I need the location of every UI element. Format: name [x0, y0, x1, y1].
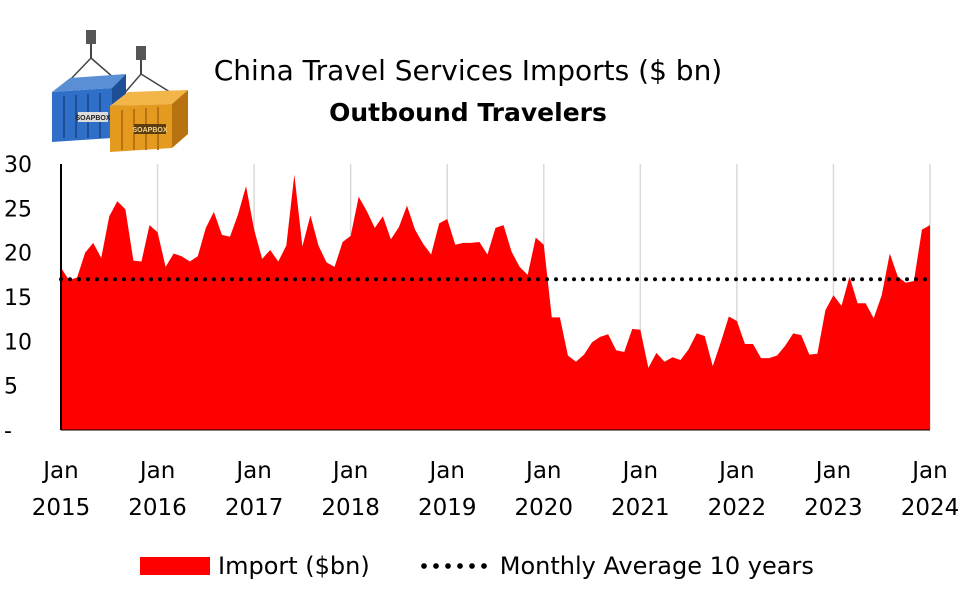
import-area	[61, 174, 930, 430]
legend-swatch-average	[417, 563, 490, 569]
logo-text-orange: SOAPBOX	[132, 127, 167, 134]
x-tick-year-label: 2015	[32, 495, 91, 521]
x-axis-labels: Jan 2015 Jan 2016 Jan 2017 Jan 2018 Jan 2019 Jan 20…	[32, 458, 960, 521]
x-tick-month-label: Jan	[621, 458, 658, 484]
y-tick-label: -	[4, 419, 12, 444]
x-tick-month-label: Jan	[331, 458, 368, 484]
chart-subtitle: Outbound Travelers	[329, 98, 607, 127]
x-tick-month-label: Jan	[427, 458, 464, 484]
x-tick-month-label: Jan	[717, 458, 754, 484]
import-area-series	[61, 174, 930, 430]
legend-item-average: Monthly Average 10 years	[417, 552, 814, 580]
y-tick-label: 15	[4, 286, 32, 311]
legend-label-import: Import ($bn)	[218, 552, 370, 580]
legend-item-import: Import ($bn)	[140, 552, 370, 580]
y-tick-label: 5	[4, 375, 18, 400]
x-tick-month-label: Jan	[41, 458, 78, 484]
x-tick-year-label: 2020	[515, 495, 574, 521]
x-tick-year-label: 2024	[901, 495, 960, 521]
x-tick-year-label: 2021	[611, 495, 670, 521]
legend-swatch-import	[140, 557, 210, 575]
chart-title: China Travel Services Imports ($ bn)	[213, 54, 723, 87]
logo-text-blue: SOAPBOX	[75, 115, 110, 122]
legend-label-average: Monthly Average 10 years	[499, 552, 814, 580]
x-tick-year-label: 2018	[321, 495, 380, 521]
x-tick-year-label: 2017	[225, 495, 284, 521]
axes	[60, 164, 930, 431]
x-tick-month-label: Jan	[910, 458, 947, 484]
x-tick-month-label: Jan	[814, 458, 851, 484]
x-tick-month-label: Jan	[524, 458, 561, 484]
x-tick-year-label: 2019	[418, 495, 477, 521]
y-axis-labels: - 5 10 15 20 25 30	[4, 153, 32, 444]
x-tick-year-label: 2022	[708, 495, 767, 521]
y-tick-label: 25	[4, 197, 32, 222]
y-tick-label: 30	[4, 153, 32, 178]
x-tick-month-label: Jan	[234, 458, 271, 484]
soapbox-logo: SOAPBOX SOAPBOX	[52, 30, 188, 152]
legend: Import ($bn) Monthly Average 10 years	[140, 550, 862, 582]
x-tick-month-label: Jan	[138, 458, 175, 484]
y-tick-label: 10	[4, 330, 32, 355]
x-tick-year-label: 2023	[804, 495, 863, 521]
x-tick-year-label: 2016	[128, 495, 187, 521]
y-tick-label: 20	[4, 242, 32, 267]
